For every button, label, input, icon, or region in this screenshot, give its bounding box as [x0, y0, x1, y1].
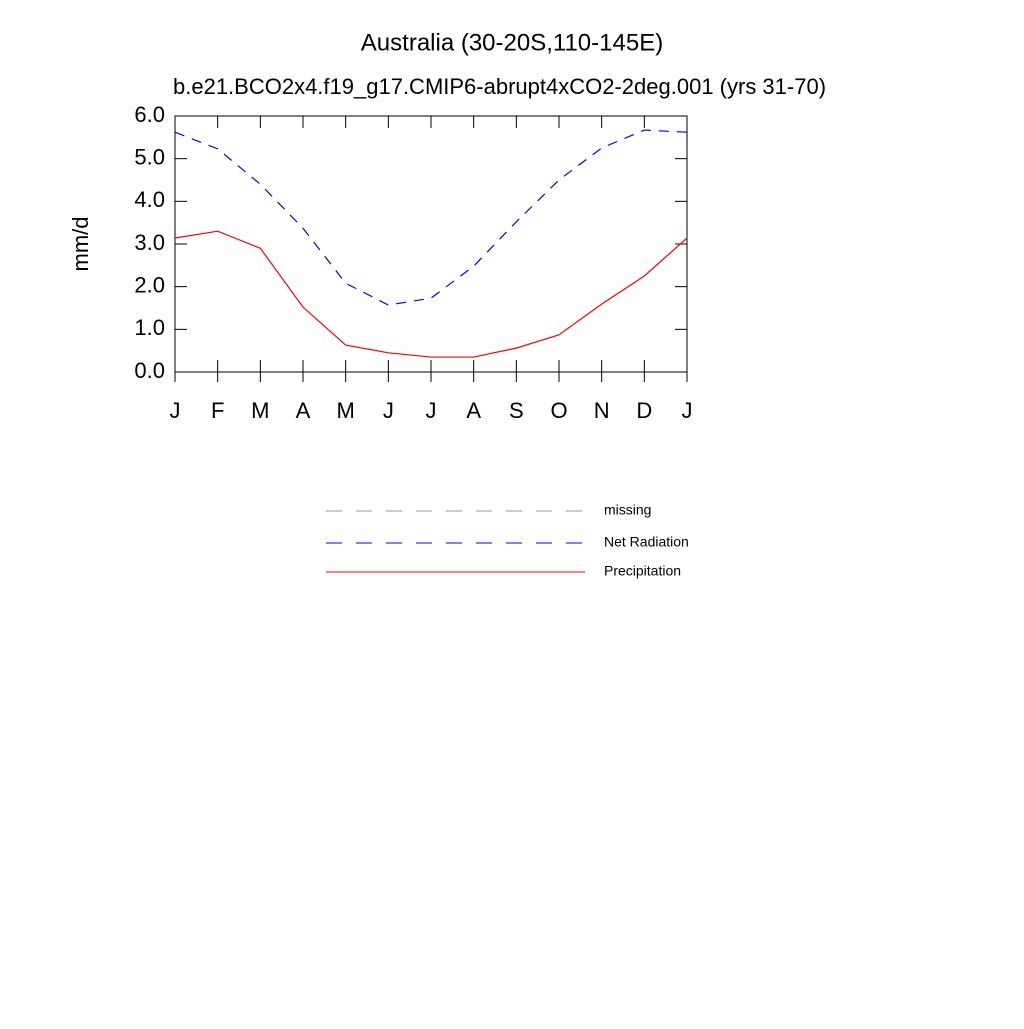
y-tick-label: 6.0	[134, 102, 165, 127]
x-tick-label: M	[251, 398, 269, 423]
x-tick-label: J	[682, 398, 693, 423]
y-tick-label: 5.0	[134, 144, 165, 169]
y-tick-label: 4.0	[134, 187, 165, 212]
x-tick-label: F	[211, 398, 224, 423]
series-line	[174, 230, 688, 358]
x-tick-label: A	[296, 398, 311, 423]
y-axis-label: mm/d	[68, 217, 93, 272]
y-tick-label: 2.0	[134, 272, 165, 297]
legend-label: Precipitation	[604, 563, 681, 579]
chart-title: Australia (30-20S,110-145E)	[361, 29, 663, 56]
x-tick-label: A	[466, 398, 481, 423]
series-line	[174, 129, 688, 306]
x-tick-label: D	[636, 398, 652, 423]
chart-subtitle: b.e21.BCO2x4.f19_g17.CMIP6-abrupt4xCO2-2…	[173, 74, 826, 99]
x-tick-label: J	[426, 398, 437, 423]
y-tick-label: 1.0	[134, 315, 165, 340]
x-tick-label: N	[594, 398, 610, 423]
x-tick-label: J	[170, 398, 181, 423]
x-tick-label: O	[550, 398, 567, 423]
x-tick-label: S	[509, 398, 524, 423]
legend-label: missing	[604, 502, 651, 518]
y-tick-label: 0.0	[134, 358, 165, 383]
y-tick-label: 3.0	[134, 230, 165, 255]
legend-label: Net Radiation	[604, 534, 689, 550]
x-tick-label: J	[383, 398, 394, 423]
plot-frame	[174, 115, 688, 373]
x-tick-label: M	[337, 398, 355, 423]
